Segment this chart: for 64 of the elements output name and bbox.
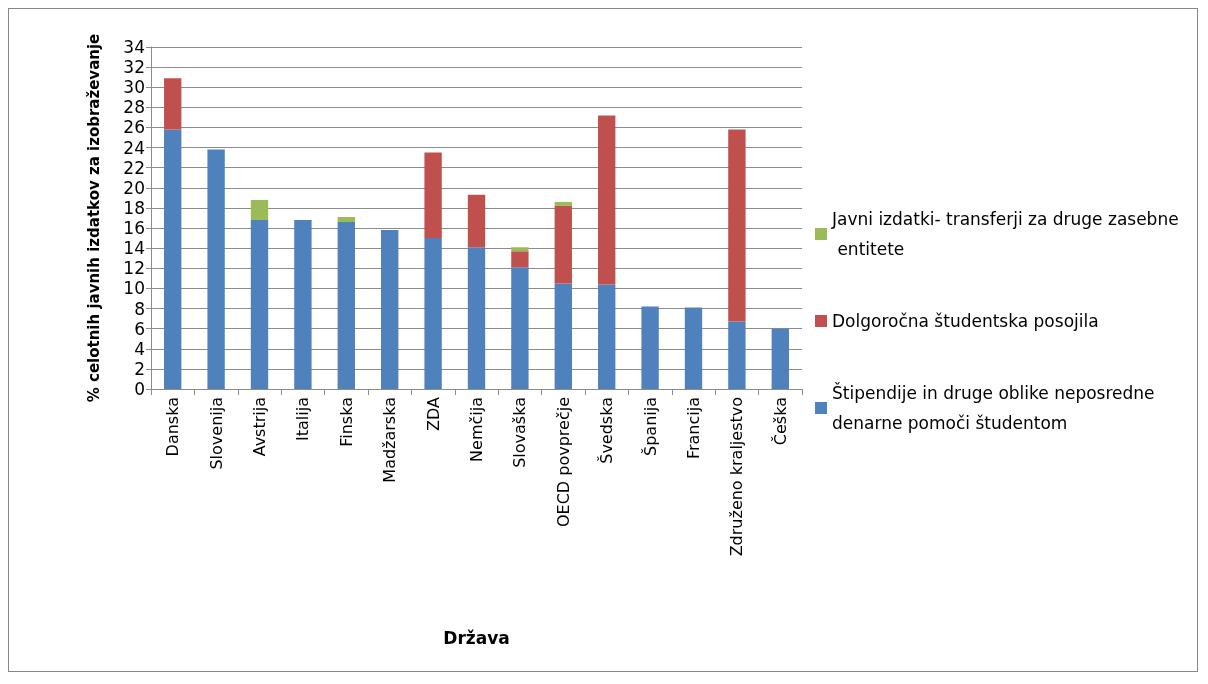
bar bbox=[381, 230, 399, 389]
y-tick-label: 6 bbox=[134, 318, 145, 339]
bar bbox=[598, 115, 616, 285]
bar bbox=[511, 251, 529, 268]
legend-label: Dolgoročna študentska posojila bbox=[832, 311, 1099, 331]
bar bbox=[467, 247, 486, 389]
x-tick-label: Nemčija bbox=[467, 397, 486, 462]
y-tick-label: 0 bbox=[134, 379, 145, 399]
x-tick-label: Finska bbox=[336, 397, 356, 447]
y-tick-label: 10 bbox=[123, 278, 145, 299]
bar bbox=[250, 220, 269, 389]
x-axis-title: Država bbox=[443, 627, 510, 648]
y-tick-label: 26 bbox=[123, 117, 145, 138]
y-tick-label: 34 bbox=[123, 37, 145, 57]
y-tick-label: 32 bbox=[123, 57, 145, 78]
y-tick-label: 24 bbox=[123, 137, 145, 158]
legend-label: Javni izdatki- transferji za druge zasebne entitete bbox=[831, 209, 1179, 259]
bar bbox=[424, 152, 442, 239]
bar bbox=[554, 201, 572, 206]
x-tick-label: ZDA bbox=[423, 396, 443, 431]
bar bbox=[554, 283, 572, 389]
y-tick-label: 12 bbox=[123, 258, 145, 279]
x-tick-label: Danska bbox=[163, 397, 183, 457]
y-tick-label: 30 bbox=[123, 77, 145, 98]
bar bbox=[511, 267, 529, 389]
bar bbox=[728, 321, 746, 389]
bar bbox=[164, 78, 182, 130]
x-tick-label: Madžarska bbox=[380, 397, 400, 483]
bar bbox=[250, 199, 269, 221]
x-tick-label: Združeno kraljestvo bbox=[727, 397, 747, 557]
bar bbox=[424, 238, 442, 389]
y-tick-label: 8 bbox=[134, 298, 145, 319]
y-tick-label: 14 bbox=[123, 238, 145, 259]
bar bbox=[641, 306, 659, 389]
bar bbox=[511, 247, 529, 252]
x-tick-label: Slovenija bbox=[206, 397, 226, 470]
y-tick-label: 2 bbox=[134, 358, 145, 379]
bar bbox=[467, 194, 486, 248]
y-tick-label: 28 bbox=[123, 97, 145, 118]
bar bbox=[771, 328, 789, 389]
legend-label: Štipendije in druge oblike neposredne denarne pomoči študentom bbox=[832, 382, 1160, 433]
y-tick-label: 18 bbox=[123, 197, 145, 218]
bar bbox=[337, 216, 355, 223]
bar bbox=[684, 307, 703, 389]
bar bbox=[554, 205, 572, 284]
bar bbox=[337, 222, 355, 389]
y-axis-title: % celotnih javnih izdatkov za izobraževanje bbox=[84, 33, 103, 403]
y-tick-label: 22 bbox=[123, 157, 145, 178]
bar bbox=[598, 284, 616, 389]
x-tick-label: Francija bbox=[684, 397, 703, 460]
bar bbox=[164, 129, 182, 389]
bar bbox=[728, 129, 746, 322]
x-tick-label: Švedska bbox=[597, 397, 617, 464]
x-tick-label: OECD povprečje bbox=[553, 397, 573, 528]
x-tick-label: Španija bbox=[640, 397, 660, 456]
y-tick-label: 20 bbox=[123, 177, 145, 198]
x-tick-label: Avstrija bbox=[250, 397, 269, 457]
x-tick-label: Italija bbox=[293, 397, 313, 441]
x-tick-label: Slovaška bbox=[510, 397, 530, 468]
bar bbox=[294, 220, 312, 389]
y-tick-label: 16 bbox=[123, 218, 145, 239]
x-tick-label: Češka bbox=[770, 397, 790, 446]
y-tick-label: 4 bbox=[134, 338, 145, 359]
bar bbox=[207, 149, 225, 389]
